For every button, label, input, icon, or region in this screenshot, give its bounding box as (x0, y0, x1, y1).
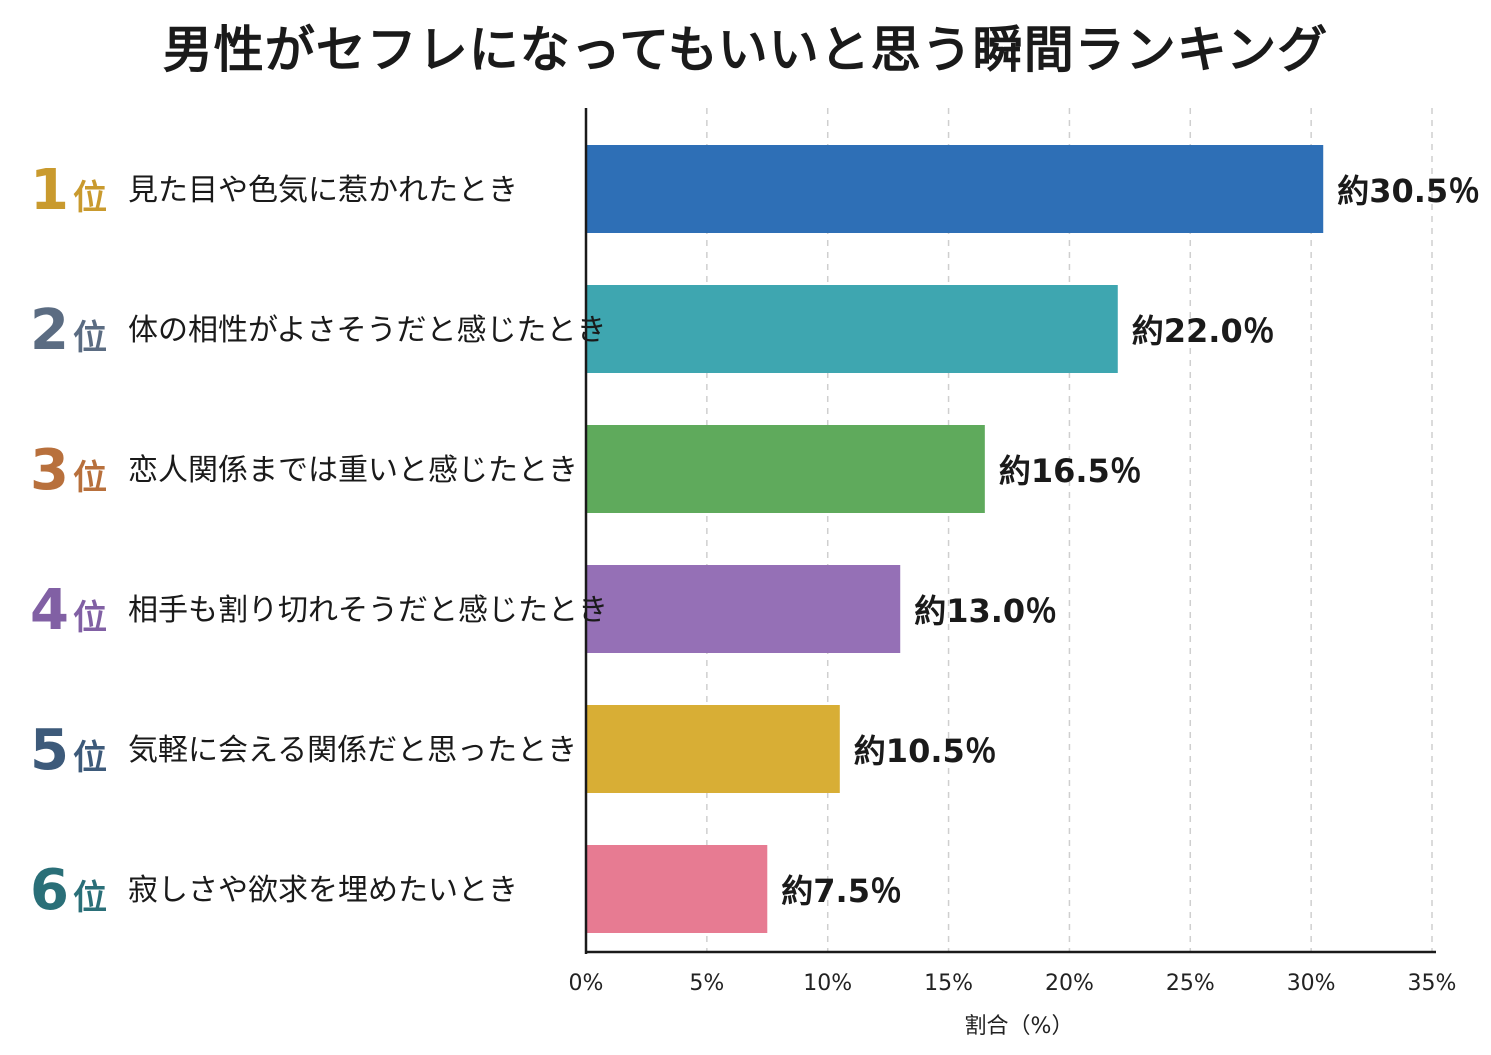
rank-suffix: 位 (73, 178, 107, 218)
data-label: 約30.5％ (1337, 172, 1480, 210)
bar (586, 705, 840, 793)
rank-number: 6 (30, 858, 69, 923)
rank-suffix: 位 (73, 598, 107, 638)
bar (586, 145, 1324, 233)
rank-suffix: 位 (73, 318, 107, 358)
rank-number: 5 (30, 718, 69, 783)
category-label: 寂しさや欲求を埋めたいとき (128, 873, 518, 908)
category-label: 見た目や色気に惹かれたとき (128, 173, 518, 208)
x-axis-title: 割合（%） (965, 1014, 1074, 1039)
x-tick-label: 0% (569, 971, 604, 996)
category-label: 気軽に会える関係だと思ったとき (128, 733, 577, 768)
x-tick-label: 30% (1287, 971, 1336, 996)
bar (586, 285, 1118, 373)
bar (586, 845, 768, 933)
bar (586, 565, 901, 653)
category-label: 体の相性がよさそうだと感じたとき (128, 313, 607, 348)
category-label: 恋人関係までは重いと感じたとき (128, 453, 578, 488)
rank-number: 1 (30, 158, 69, 223)
chart-title: 男性がセフレになってもいいと思う瞬間ランキング (162, 21, 1329, 79)
x-tick-label: 25% (1166, 971, 1215, 996)
rank-number: 3 (30, 438, 69, 503)
x-tick-label: 35% (1408, 971, 1457, 996)
rank-suffix: 位 (73, 878, 107, 918)
rank-suffix: 位 (73, 738, 107, 778)
data-label: 約22.0％ (1132, 312, 1275, 350)
x-tick-label: 10% (803, 971, 852, 996)
x-tick-label: 20% (1045, 971, 1094, 996)
data-label: 約10.5％ (854, 732, 997, 770)
rank-suffix: 位 (73, 458, 107, 498)
x-tick-label: 5% (689, 971, 724, 996)
rank-number: 2 (30, 298, 69, 363)
category-label: 相手も割り切れそうだと感じたとき (128, 593, 608, 628)
x-tick-label: 15% (924, 971, 973, 996)
data-label: 約16.5％ (999, 452, 1142, 490)
data-label: 約7.5％ (781, 872, 902, 910)
rank-number: 4 (30, 578, 69, 643)
data-label: 約13.0％ (914, 592, 1057, 630)
bar (586, 425, 985, 513)
